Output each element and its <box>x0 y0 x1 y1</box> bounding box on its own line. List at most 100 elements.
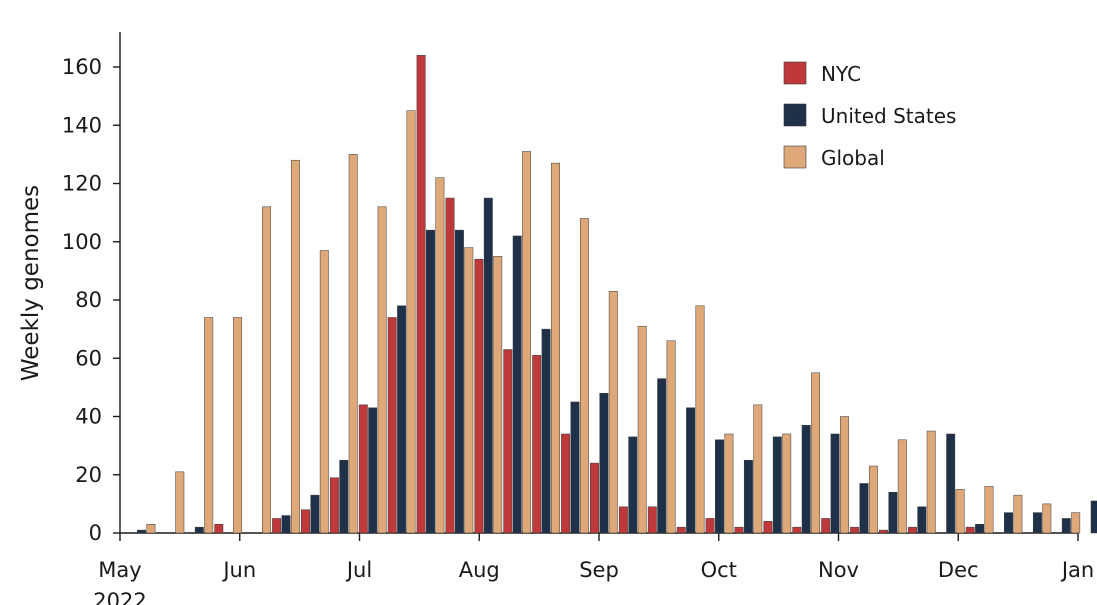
bar-united-states <box>426 229 435 534</box>
bar-united-states <box>946 433 956 534</box>
y-axis-title: Weekly genomes <box>18 185 44 381</box>
x-tick-label: Nov <box>818 558 859 582</box>
bar-united-states <box>830 433 840 534</box>
bar-nyc <box>474 258 484 534</box>
bar-global <box>493 256 503 534</box>
bar-global <box>1042 503 1052 534</box>
bar-global <box>868 465 878 534</box>
bar-united-states <box>570 401 580 534</box>
bar-global <box>955 489 965 534</box>
bar-nyc <box>705 518 715 534</box>
bar-nyc <box>561 433 571 534</box>
axes: 0 20 40 60 80 100 120 140 160 May 2022 Jun Jul Aug Sep… <box>62 32 1094 605</box>
bar-united-states <box>657 378 667 534</box>
bar-global <box>233 317 243 534</box>
x-tick-label: Sep <box>579 558 619 582</box>
y-tick-label: 140 <box>62 113 102 137</box>
bar-united-states <box>454 229 464 534</box>
bar-global <box>146 524 156 534</box>
bars <box>137 55 1097 534</box>
bar-nyc <box>387 317 397 534</box>
legend-swatch <box>783 103 807 127</box>
bar-nyc <box>329 477 339 534</box>
x-tick-label: Jun <box>221 558 256 582</box>
bar-nyc <box>272 518 282 534</box>
bar-united-states <box>1090 500 1097 534</box>
bar-nyc <box>503 349 513 534</box>
bar-united-states <box>772 436 782 534</box>
bar-nyc <box>676 526 686 534</box>
bar-united-states <box>628 436 638 534</box>
legend-label: Global <box>821 146 885 170</box>
bar-global <box>406 110 416 534</box>
bar-nyc <box>445 197 455 534</box>
bar-united-states <box>743 459 753 534</box>
bar-nyc <box>301 509 310 534</box>
bar-united-states <box>137 529 146 534</box>
bar-nyc <box>734 526 744 534</box>
y-tick-label: 80 <box>75 288 102 312</box>
bar-global <box>695 305 705 534</box>
bar-global <box>319 250 329 534</box>
bar-united-states <box>599 392 609 534</box>
bar-global <box>753 404 763 534</box>
bar-united-states <box>888 491 898 534</box>
bar-global <box>522 151 532 534</box>
y-tick-label: 40 <box>75 405 102 429</box>
legend-swatch <box>783 145 807 169</box>
bar-united-states <box>801 424 811 534</box>
x-tick-label: Jan <box>1060 558 1094 582</box>
bar-global <box>551 162 560 534</box>
bar-united-states <box>859 483 869 534</box>
bar-nyc <box>879 529 888 534</box>
bar-global <box>926 430 936 534</box>
bar-nyc <box>792 526 802 534</box>
legend-label: NYC <box>821 62 861 86</box>
bar-united-states <box>397 305 407 534</box>
bar-united-states <box>339 459 349 534</box>
x-tick-label: Jul <box>345 558 372 582</box>
legend-label: United States <box>821 104 956 128</box>
bar-nyc <box>532 355 542 534</box>
bar-united-states <box>368 407 378 534</box>
bar-global <box>204 317 214 534</box>
bar-united-states <box>1004 512 1013 534</box>
y-tick-label: 120 <box>62 172 102 196</box>
bar-global <box>435 177 445 534</box>
y-tick-label: 160 <box>62 55 102 79</box>
bar-global <box>666 340 676 534</box>
bar-united-states <box>483 197 493 534</box>
bar-global <box>1071 512 1081 534</box>
bar-united-states <box>715 439 724 534</box>
bar-global <box>464 247 474 534</box>
bar-nyc <box>416 55 426 534</box>
y-tick-label: 20 <box>75 463 102 487</box>
bar-global <box>637 325 647 534</box>
x-tick-label: Oct <box>701 558 737 582</box>
bar-global <box>608 291 618 534</box>
bar-global <box>290 159 300 534</box>
bar-global <box>782 433 792 534</box>
bar-nyc <box>214 524 224 534</box>
bar-united-states <box>1032 512 1042 534</box>
bar-nyc <box>590 462 599 534</box>
bar-nyc <box>907 526 917 534</box>
bar-united-states <box>281 515 291 534</box>
y-tick-label: 100 <box>62 230 102 254</box>
bar-global <box>579 218 589 534</box>
bar-global <box>724 433 734 534</box>
bar-united-states <box>686 407 696 534</box>
bar-global <box>348 154 358 534</box>
y-tick-label: 60 <box>75 346 102 370</box>
bar-united-states <box>975 524 985 534</box>
x-tick-label: Aug <box>459 558 500 582</box>
bar-nyc <box>358 404 368 534</box>
legend: NYC United States Global <box>783 61 956 170</box>
bar-united-states <box>194 526 204 534</box>
bar-nyc <box>618 506 628 534</box>
bar-nyc <box>647 506 657 534</box>
bar-united-states <box>917 506 927 534</box>
bar-global <box>840 416 849 534</box>
x-tick-label: May 2022 <box>93 558 146 605</box>
